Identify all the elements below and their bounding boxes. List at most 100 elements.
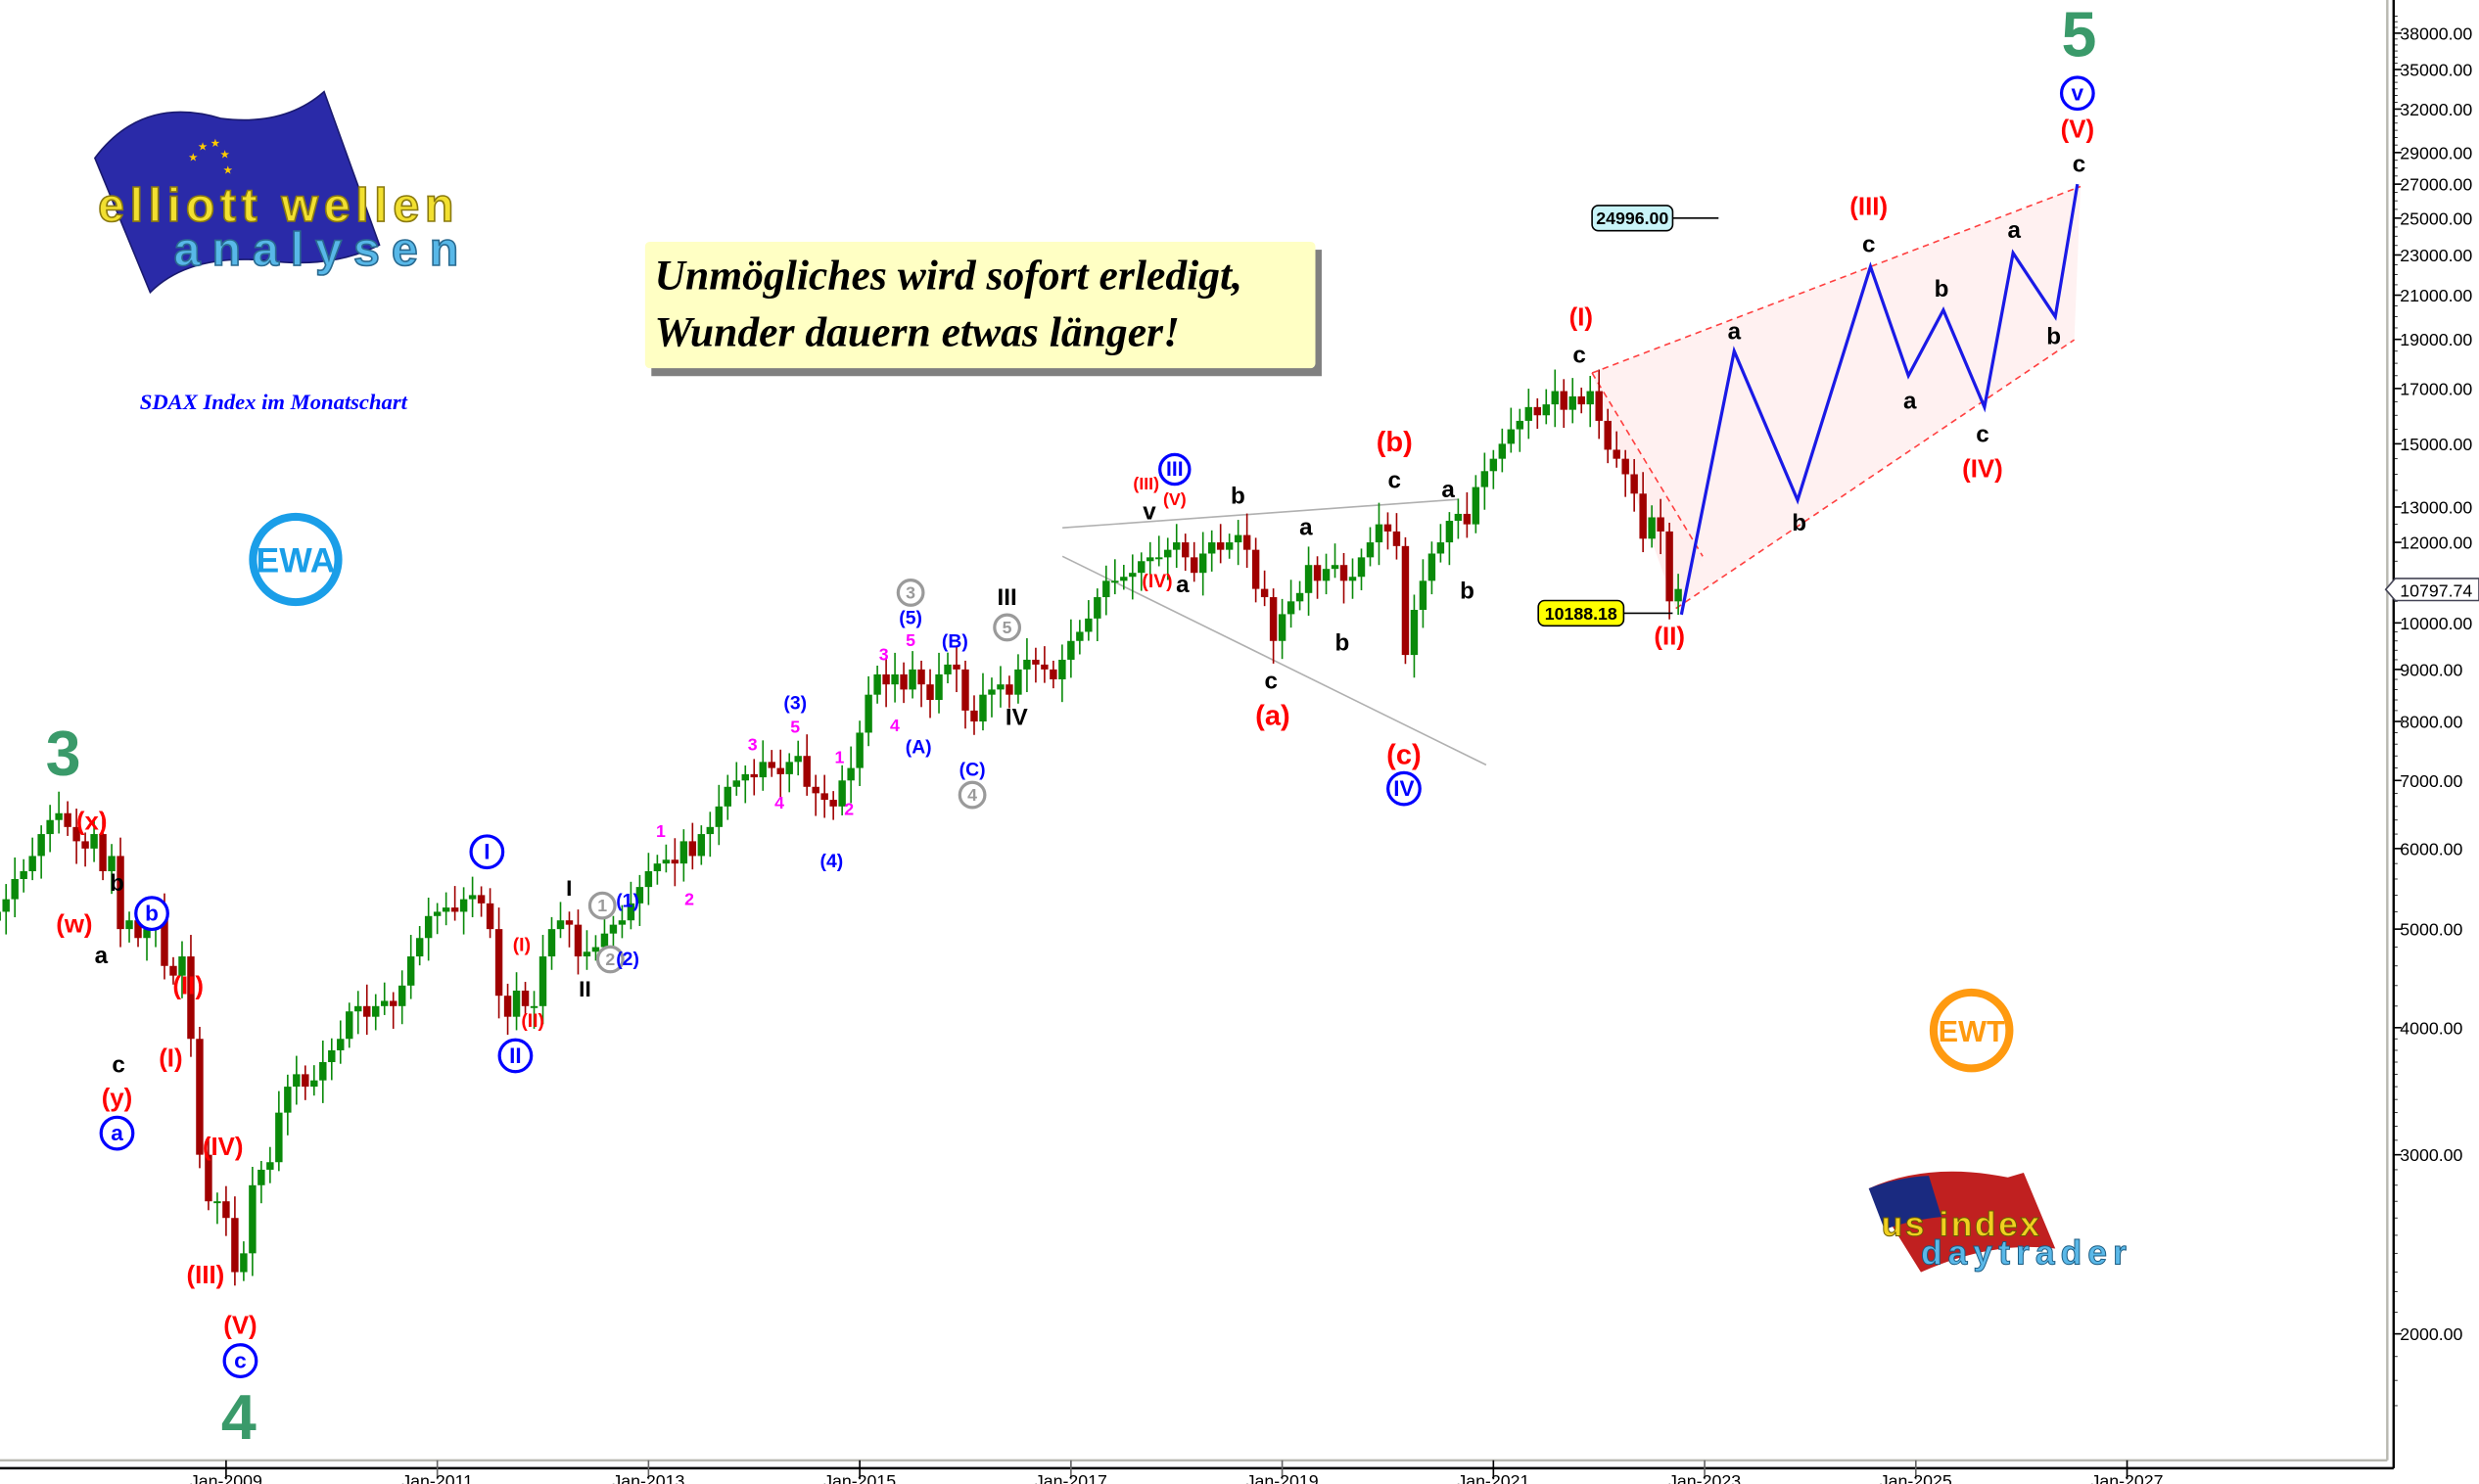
candle (944, 652, 952, 684)
candle (865, 675, 872, 747)
candle-body (1164, 549, 1172, 558)
candle (346, 1002, 353, 1048)
candle (1207, 530, 1216, 572)
candle (284, 1074, 292, 1136)
candle (1366, 527, 1375, 567)
svg-text:us index: us index (1882, 1205, 2040, 1244)
candle-body (90, 834, 98, 849)
correction-wedge-fill (1592, 373, 1704, 609)
wave-label: 3 (748, 734, 758, 754)
wave-label: b (1935, 276, 1949, 302)
y-tick-label: 19000.00 (2400, 330, 2472, 349)
wave-label-circle (958, 780, 987, 810)
wave-label-text: b (145, 902, 159, 926)
candle-body (310, 1080, 318, 1088)
x-tick-label: Jan-2017 (1035, 1471, 1107, 1484)
wave-label: a (95, 943, 109, 969)
candle (891, 652, 899, 703)
wave-label-circle (222, 1343, 258, 1378)
channel-upper-line (1591, 185, 2081, 374)
candle (1516, 408, 1524, 452)
candle (1041, 646, 1049, 683)
candle (812, 774, 819, 816)
candle (1480, 452, 1489, 510)
candle-body (169, 965, 177, 976)
candle (1164, 537, 1172, 580)
candle-body (28, 856, 36, 872)
wave-label: 3 (46, 719, 81, 789)
candle-body (1560, 391, 1567, 410)
y-tick-label: 5000.00 (2400, 920, 2462, 940)
candle-body (381, 1000, 389, 1006)
candle-body (1366, 542, 1375, 558)
wave-label: 5 (2061, 0, 2096, 70)
candle-body (284, 1087, 292, 1113)
wave-label-text: IV (1393, 776, 1414, 801)
candle-body (1286, 601, 1295, 615)
candle-body (1604, 420, 1612, 450)
candle (1419, 559, 1427, 628)
candle (547, 916, 556, 970)
wave-label-text: (I) (159, 1045, 182, 1073)
candle (768, 750, 775, 777)
wave-label: c (1265, 668, 1278, 694)
candle-body (1269, 597, 1278, 641)
y-tick-label: 25000.00 (2400, 209, 2472, 228)
candle (1410, 594, 1419, 678)
candle-body (1085, 618, 1093, 632)
candle-body (249, 1184, 257, 1254)
x-tick-label: Jan-2023 (1668, 1471, 1741, 1484)
wave-label-text: a (1176, 572, 1190, 598)
candle-body (1295, 592, 1304, 602)
candle (337, 1020, 345, 1064)
candle-body (1058, 659, 1066, 680)
candle (1023, 637, 1031, 693)
candle (1173, 524, 1181, 569)
candle (1392, 513, 1401, 560)
candle-body (583, 951, 591, 957)
wave-label-text: (4) (820, 851, 844, 872)
wave-label-text: (IV) (1142, 571, 1172, 592)
candle-body (1533, 406, 1541, 416)
candle (503, 983, 512, 1036)
wave-label-text: (I) (1569, 304, 1593, 332)
candle-body (1076, 631, 1084, 641)
wave-label-text: v (2072, 81, 2084, 106)
candle (381, 982, 389, 1015)
candle-body (917, 669, 925, 685)
candle-body (1155, 557, 1163, 560)
candle (1630, 458, 1638, 512)
candle (1524, 389, 1533, 440)
wave-label-text: (IV) (203, 1134, 244, 1161)
candle (1489, 449, 1498, 489)
candle (477, 886, 486, 917)
wave-label: 4 (958, 780, 987, 810)
y-tick-label: 9000.00 (2400, 660, 2462, 679)
wave-label: 1 (835, 747, 845, 766)
wave-label-text: 3 (46, 719, 81, 789)
wave-label: (5) (899, 607, 922, 628)
candle (81, 832, 89, 867)
candle-body (302, 1074, 309, 1088)
candle (1058, 644, 1066, 703)
wave-label: IV (1006, 704, 1028, 730)
wave-label: (III) (1849, 193, 1888, 220)
candle-body (979, 694, 987, 722)
wave-label: III (1158, 452, 1192, 487)
wave-label-text: 3 (748, 734, 758, 754)
candle-body (363, 1005, 371, 1017)
candle (222, 1185, 230, 1236)
candle-body (609, 924, 618, 934)
candle (1427, 541, 1436, 595)
candle-body (1419, 580, 1427, 610)
svg-text:★: ★ (223, 165, 233, 177)
wave-label: (A) (906, 737, 932, 759)
wave-label-text: 5 (906, 630, 915, 650)
wave-label-text: (III) (187, 1262, 225, 1289)
svg-text:elliott wellen: elliott wellen (98, 179, 453, 232)
wave-label-text: c (1862, 232, 1875, 258)
price-tag-low: 10188.18 (1537, 599, 1673, 627)
candlesticks (0, 369, 1682, 1286)
candle-body (477, 895, 486, 904)
